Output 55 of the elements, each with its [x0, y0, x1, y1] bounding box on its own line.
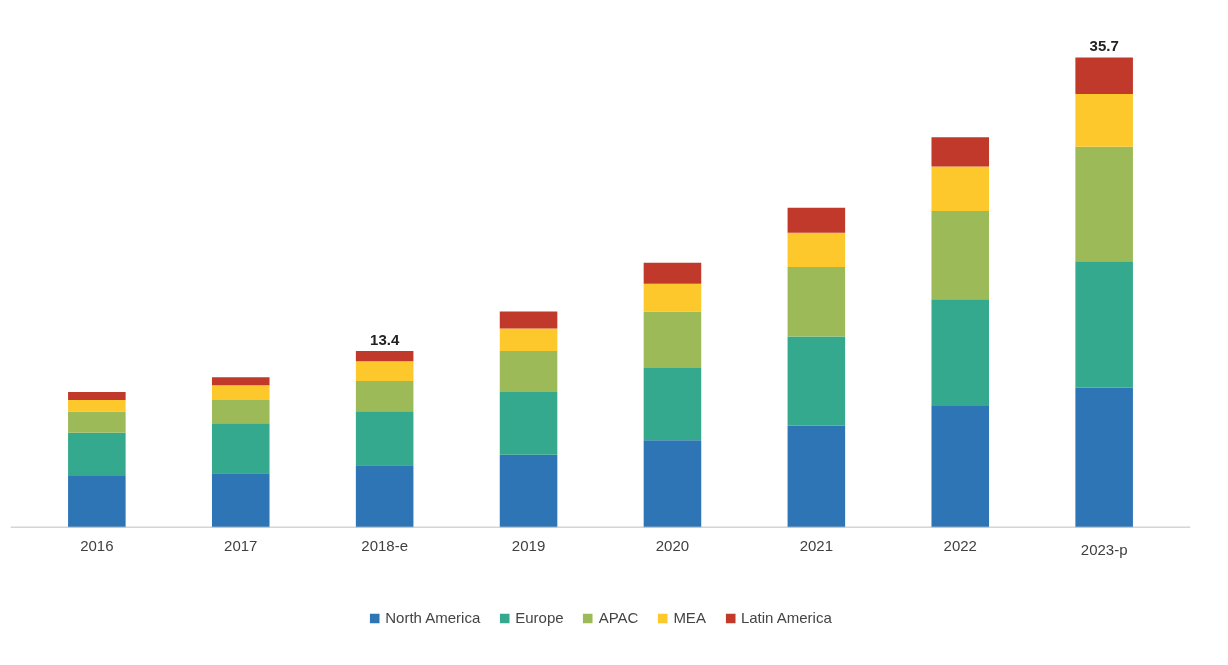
annotation: 13.4 [370, 331, 400, 349]
bar [1075, 57, 1133, 95]
bar [68, 391, 126, 400]
bar [1075, 94, 1133, 147]
legend-label: APAC [598, 609, 639, 626]
bar [931, 405, 990, 528]
bar [643, 283, 702, 312]
bar [355, 411, 414, 466]
bar [68, 399, 126, 412]
bar [931, 299, 990, 406]
bar [499, 454, 558, 528]
bar [68, 411, 126, 433]
bar [211, 377, 270, 386]
bar [1075, 146, 1133, 262]
bar [499, 391, 558, 455]
annotation: 35.7 [1089, 37, 1119, 55]
bar [931, 166, 990, 212]
bar [355, 351, 414, 362]
x-tick-label: 2019 [511, 537, 546, 555]
legend-label: Latin America [740, 609, 832, 626]
bar [1075, 261, 1133, 388]
bar [211, 423, 270, 474]
x-tick-label: 2016 [80, 537, 114, 555]
bar [931, 211, 990, 300]
bar [355, 465, 414, 528]
bar [787, 336, 846, 426]
bar [499, 311, 558, 329]
legend-label: North America [385, 609, 481, 626]
bar [643, 311, 702, 368]
bar [643, 367, 702, 441]
bar [1075, 387, 1133, 528]
bar [787, 232, 846, 267]
x-tick-label: 2022 [943, 537, 977, 555]
bar [211, 385, 270, 400]
bar [355, 381, 414, 412]
bar [931, 137, 990, 167]
bar [787, 207, 846, 233]
x-tick-label: 2020 [655, 537, 690, 555]
bar [787, 425, 846, 528]
bar [68, 432, 126, 476]
bar [643, 440, 702, 528]
legend-label: MEA [673, 609, 706, 626]
bar [211, 473, 270, 528]
x-tick-label: 2018-e [361, 537, 409, 555]
bar [68, 475, 126, 528]
bar [787, 266, 846, 337]
bar [211, 399, 270, 424]
legend-label: Europe [515, 609, 564, 626]
bar [643, 262, 702, 284]
bar [499, 328, 558, 352]
bar [355, 361, 414, 382]
x-tick-label: 2017 [224, 537, 258, 555]
bar [499, 351, 558, 392]
x-tick-label: 2023-p [1080, 541, 1128, 559]
x-tick-label: 2021 [799, 537, 834, 555]
